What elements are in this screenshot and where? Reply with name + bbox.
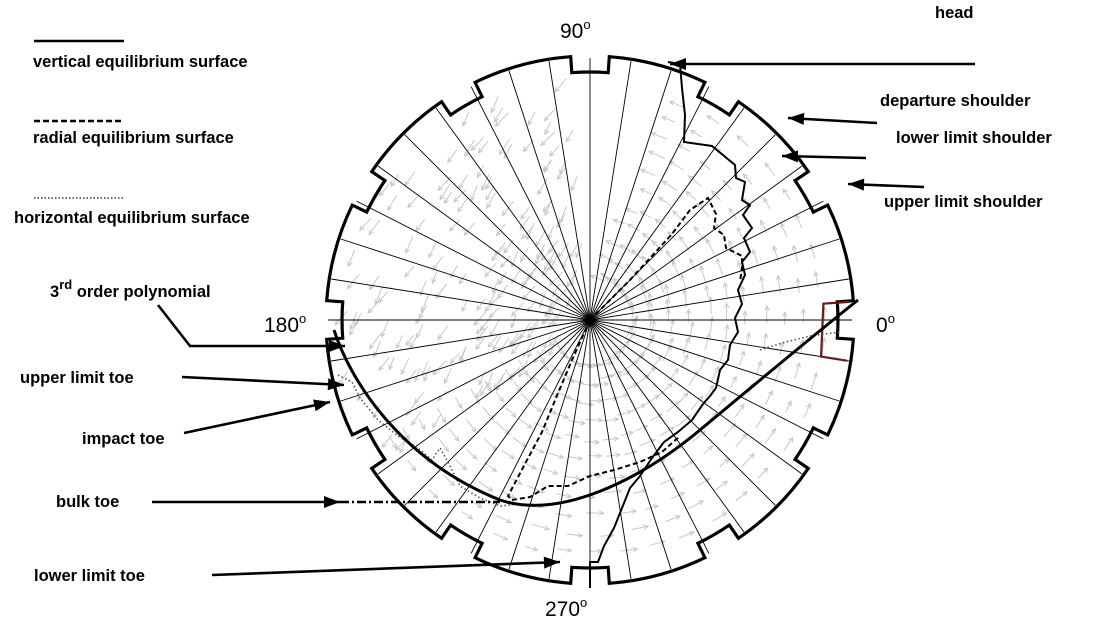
radial-line (589, 278, 849, 321)
radial-line (404, 319, 591, 506)
radial-line (589, 238, 840, 321)
radial-line (470, 319, 591, 554)
radial-line (435, 107, 591, 321)
radial-line (589, 61, 632, 321)
radial-line (470, 86, 591, 321)
arrow-tip (313, 399, 330, 412)
radial-line (589, 319, 803, 475)
arrow-tip (329, 340, 345, 352)
label-impact-toe: impact toe (82, 430, 165, 448)
radial-line (548, 319, 591, 579)
radial-line (589, 319, 824, 440)
radial-line (589, 319, 672, 570)
angle-label-90: 90o (560, 17, 591, 43)
legend-horizontal-label: horizontal equilibrium surface (14, 209, 250, 227)
radial-line (589, 319, 840, 402)
radial-equilibrium-surface (506, 196, 743, 502)
angle-label-0: 0o (876, 311, 895, 337)
arrow-tip (324, 496, 340, 508)
label-departure-shoulder: departure shoulder (880, 92, 1031, 110)
arrow-tip (670, 58, 686, 70)
arrow-upper-limit-toe (181, 375, 345, 387)
arrow-tip (782, 150, 799, 163)
radial-line (589, 134, 776, 321)
label-head: head (935, 4, 974, 22)
radial-line (589, 319, 776, 506)
radial-line (589, 86, 710, 321)
arrow-lower-limit-toe (211, 560, 561, 577)
third-order-polynomial-curve (332, 298, 859, 507)
legend-radial-label: radial equilibrium surface (33, 129, 234, 147)
arrow-tip (327, 378, 344, 391)
annotation-arrows (152, 58, 975, 577)
label-lower-limit-shoulder: lower limit shoulder (896, 129, 1052, 147)
radial-line (589, 107, 745, 321)
polynomial-order-number: 3 (50, 283, 59, 301)
radial-line (589, 319, 745, 533)
radial-line (548, 61, 591, 321)
radial-line (377, 165, 591, 321)
vertical-equilibrium-surface (589, 61, 754, 588)
horizontal-equilibrium-surface (337, 331, 841, 507)
label-upper-limit-shoulder: upper limit shoulder (884, 193, 1043, 211)
polynomial-order-suffix: rd (59, 277, 72, 292)
radial-line (589, 319, 849, 362)
velocity-vector-field (334, 78, 828, 554)
radial-line (435, 319, 591, 533)
arrow-tip (543, 556, 560, 569)
angle-label-270: 270o (545, 595, 587, 621)
radial-line (589, 319, 710, 554)
radial-line (404, 134, 591, 321)
arrow-tip (848, 178, 865, 191)
radial-line (340, 238, 591, 321)
label-bulk-toe: bulk toe (56, 493, 119, 511)
radial-line (356, 200, 591, 321)
radial-line (331, 278, 591, 321)
radial-line (508, 70, 591, 321)
radial-line (508, 319, 591, 570)
radial-line (331, 319, 591, 362)
radial-line (589, 200, 824, 321)
arrow-impact-toe (183, 400, 331, 435)
label-lower-limit-toe: lower limit toe (34, 567, 145, 585)
radial-line (589, 319, 632, 579)
label-upper-limit-toe: upper limit toe (20, 369, 134, 387)
angle-label-180: 180o (264, 311, 306, 337)
radial-line (340, 319, 591, 402)
radial-line (589, 70, 672, 321)
mill-shell-outline (324, 54, 856, 586)
legend-vertical-label: vertical equilibrium surface (33, 53, 248, 71)
polynomial-label-rest: order polynomial (72, 283, 210, 301)
arrow-tip (788, 112, 805, 125)
arrow-polynomial (156, 304, 345, 348)
legend-polynomial-label: 3rd order polynomial (50, 277, 211, 301)
radial-line (356, 319, 591, 440)
radial-line (589, 165, 803, 321)
